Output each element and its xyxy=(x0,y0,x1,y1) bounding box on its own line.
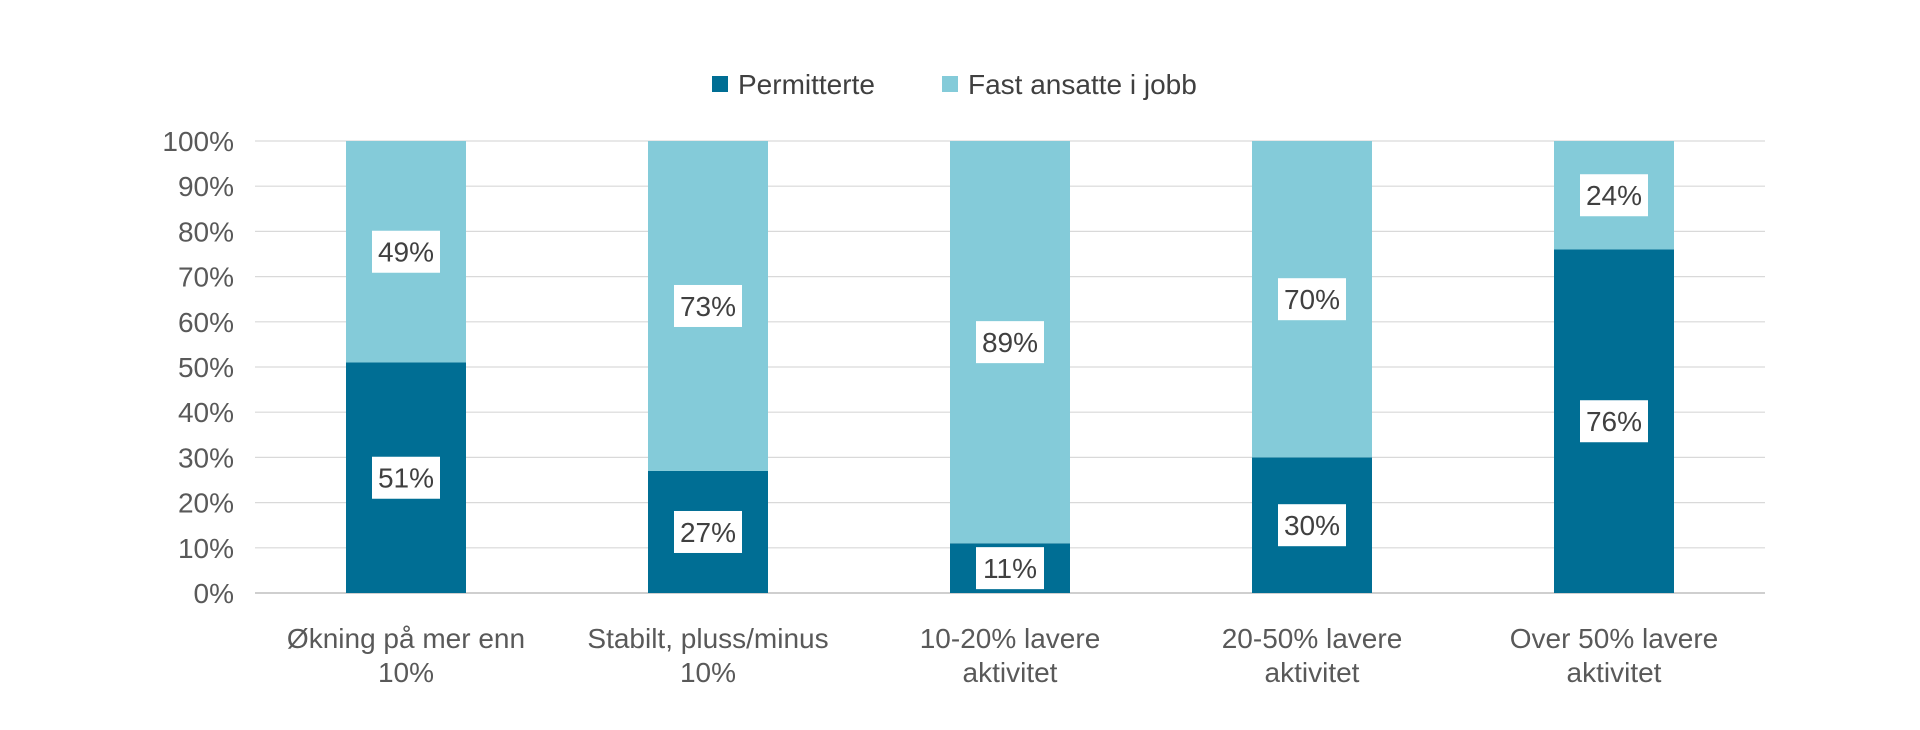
data-labels: 51% 49% 27% 73% 11% 89% 30% 70% 76% 24% xyxy=(372,174,1648,590)
data-label-box xyxy=(372,456,440,499)
data-label: 70% xyxy=(1284,284,1340,315)
y-tick-label: 20% xyxy=(178,488,234,519)
y-axis: 0% 10% 20% 30% 40% 50% 60% 70% 80% 90% 100% xyxy=(162,126,234,609)
legend-label: Fast ansatte i jobb xyxy=(968,69,1197,100)
y-tick-label: 50% xyxy=(178,352,234,383)
x-category-label: Stabilt, pluss/minus 10% xyxy=(587,623,828,688)
y-tick-label: 100% xyxy=(162,126,234,157)
y-tick-label: 80% xyxy=(178,216,234,247)
y-tick-label: 10% xyxy=(178,533,234,564)
data-label: 51% xyxy=(378,463,434,494)
data-label: 76% xyxy=(1586,406,1642,437)
data-label-box xyxy=(372,230,440,273)
data-label-box xyxy=(674,510,742,553)
y-tick-label: 40% xyxy=(178,397,234,428)
x-category-label: 20-50% lavere aktivitet xyxy=(1222,623,1403,688)
data-label: 11% xyxy=(983,553,1037,584)
data-label: 27% xyxy=(680,517,736,548)
data-label: 73% xyxy=(680,291,736,322)
data-label-box xyxy=(976,547,1044,590)
y-tick-label: 60% xyxy=(178,307,234,338)
x-axis: Økning på mer enn 10% Stabilt, pluss/minus… xyxy=(287,623,1718,688)
x-category-label: 10-20% lavere aktivitet xyxy=(920,623,1101,688)
data-label: 89% xyxy=(982,327,1038,358)
y-tick-label: 90% xyxy=(178,171,234,202)
legend-label: Permitterte xyxy=(738,69,875,100)
legend-swatch xyxy=(942,76,958,92)
y-tick-label: 30% xyxy=(178,442,234,473)
x-category-label: Over 50% lavere aktivitet xyxy=(1510,623,1719,688)
data-label: 30% xyxy=(1284,510,1340,541)
y-tick-label: 70% xyxy=(178,262,234,293)
x-category-label: Økning på mer enn 10% xyxy=(287,623,525,688)
legend: Permitterte Fast ansatte i jobb xyxy=(712,69,1197,100)
data-label: 24% xyxy=(1586,180,1642,211)
data-label-box xyxy=(1580,174,1648,217)
data-label-box xyxy=(674,284,742,327)
data-label-box xyxy=(1580,400,1648,443)
data-label-box xyxy=(1278,278,1346,321)
legend-swatch xyxy=(712,76,728,92)
data-label-box xyxy=(1278,504,1346,547)
y-tick-label: 0% xyxy=(194,578,234,609)
data-label-box xyxy=(976,321,1044,364)
data-label: 49% xyxy=(378,237,434,268)
